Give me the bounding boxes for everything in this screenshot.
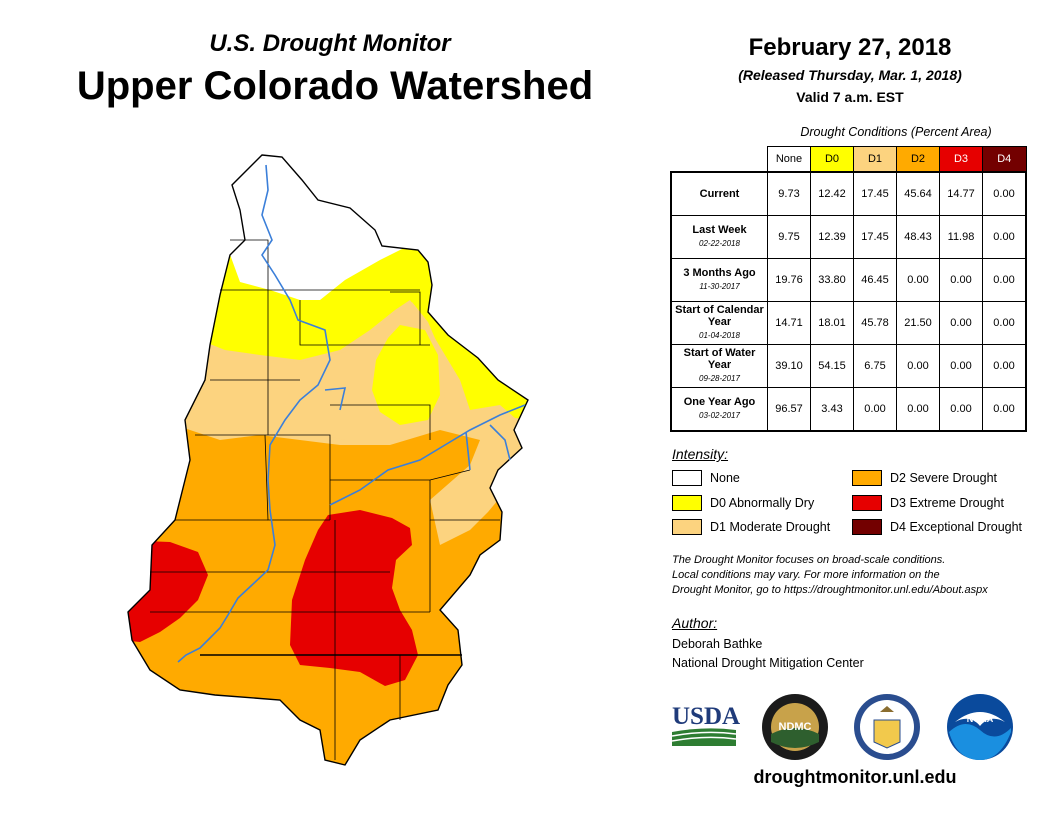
col-d0: D0 — [810, 146, 854, 173]
table-cell: 45.64 — [896, 171, 940, 216]
d0-island — [372, 325, 440, 425]
table-cell: 0.00 — [939, 258, 983, 302]
map-subtitle: U.S. Drought Monitor — [209, 30, 451, 57]
author-heading: Author: — [672, 615, 718, 631]
legend-d0: D0 Abnormally Dry — [672, 495, 814, 511]
ndmc-logo: NDMC — [762, 694, 828, 760]
table-cell: 33.80 — [810, 258, 854, 302]
table-cell: 21.50 — [896, 301, 940, 345]
table-row: Start of Calendar Year 01-04-2018 14.71 1… — [670, 301, 1027, 345]
table-cell: 96.57 — [767, 387, 811, 432]
table-cell: 0.00 — [896, 258, 940, 302]
table-cell: 9.73 — [767, 171, 811, 216]
disclaimer-note: The Drought Monitor focuses on broad-sca… — [672, 554, 988, 596]
legend-swatch — [672, 519, 702, 535]
map-date: February 27, 2018 — [748, 34, 952, 61]
col-d4: D4 — [982, 146, 1027, 173]
legend-d4: D4 Exceptional Drought — [852, 519, 1022, 535]
legend-d3: D3 Extreme Drought — [852, 495, 1004, 511]
table-cell: 19.76 — [767, 258, 811, 302]
legend-none: None — [672, 470, 740, 486]
table-cell: 0.00 — [939, 387, 983, 432]
table-cell: 45.78 — [853, 301, 897, 345]
svg-text:NOAA: NOAA — [967, 714, 994, 724]
col-d2: D2 — [896, 146, 940, 173]
legend-swatch — [852, 495, 882, 511]
drought-conditions-table: None D0 D1 D2 D3 D4 Current 9.73 12.42 1… — [670, 146, 1027, 432]
table-cell: 17.45 — [853, 171, 897, 216]
col-d3: D3 — [939, 146, 983, 173]
table-cell: 11.98 — [939, 215, 983, 259]
svg-text:USDA: USDA — [672, 703, 740, 730]
website-link[interactable]: droughtmonitor.unl.edu — [753, 767, 957, 787]
table-row: Start of Water Year 09-28-2017 39.10 54.1… — [670, 344, 1027, 388]
table-cell: 0.00 — [982, 258, 1027, 302]
table-cell: 12.42 — [810, 171, 854, 216]
river-lines — [177, 164, 526, 663]
table-cell: 3.43 — [810, 387, 854, 432]
legend-swatch — [852, 470, 882, 486]
table-cell: 0.00 — [853, 387, 897, 432]
table-row: Current 9.73 12.42 17.45 45.64 14.77 0.0… — [670, 171, 1027, 216]
table-cell: 46.45 — [853, 258, 897, 302]
release-date: (Released Thursday, Mar. 1, 2018) — [738, 67, 962, 83]
legend-swatch — [672, 495, 702, 511]
table-cell: 14.71 — [767, 301, 811, 345]
legend-swatch — [672, 470, 702, 486]
svg-text:NDMC: NDMC — [779, 721, 812, 733]
table-cell: 0.00 — [982, 301, 1027, 345]
table-row: One Year Ago 03-02-2017 96.57 3.43 0.00 0… — [670, 387, 1027, 432]
table-cell: 54.15 — [810, 344, 854, 388]
table-cell: 18.01 — [810, 301, 854, 345]
table-cell: 6.75 — [853, 344, 897, 388]
table-cell: 0.00 — [939, 301, 983, 345]
legend-heading: Intensity: — [672, 446, 729, 462]
row-label: Start of Water Year 09-28-2017 — [670, 344, 768, 388]
table-cell: 14.77 — [939, 171, 983, 216]
row-label: One Year Ago 03-02-2017 — [670, 387, 768, 432]
table-cell: 0.00 — [896, 387, 940, 432]
d3-central — [290, 510, 418, 686]
table-row: 3 Months Ago 11-30-2017 19.76 33.80 46.45… — [670, 258, 1027, 302]
row-label: 3 Months Ago 11-30-2017 — [670, 258, 768, 302]
table-cell: 39.10 — [767, 344, 811, 388]
table-cell: 17.45 — [853, 215, 897, 259]
table-caption: Drought Conditions (Percent Area) — [800, 125, 992, 139]
col-none: None — [767, 146, 811, 173]
table-cell: 12.39 — [810, 215, 854, 259]
legend-d2: D2 Severe Drought — [852, 470, 997, 486]
table-cell: 9.75 — [767, 215, 811, 259]
none-region — [128, 155, 528, 300]
valid-time: Valid 7 a.m. EST — [796, 89, 904, 105]
table-cell: 0.00 — [939, 344, 983, 388]
row-label: Current — [670, 171, 768, 216]
map-title: Upper Colorado Watershed — [76, 64, 594, 108]
noaa-logo: NOAA — [947, 694, 1013, 760]
legend-swatch — [852, 519, 882, 535]
table-cell: 48.43 — [896, 215, 940, 259]
commerce-logo — [854, 694, 920, 760]
table-cell: 0.00 — [982, 387, 1027, 432]
table-row: Last Week 02-22-2018 9.75 12.39 17.45 48.… — [670, 215, 1027, 259]
usda-logo: USDA — [671, 703, 740, 746]
row-label: Start of Calendar Year 01-04-2018 — [670, 301, 768, 345]
table-cell: 0.00 — [896, 344, 940, 388]
table-cell: 0.00 — [982, 344, 1027, 388]
author-name: Deborah Bathke — [672, 637, 763, 651]
table-cell: 0.00 — [982, 215, 1027, 259]
legend-d1: D1 Moderate Drought — [672, 519, 830, 535]
drought-map — [127, 154, 529, 766]
col-d1: D1 — [853, 146, 897, 173]
author-organization: National Drought Mitigation Center — [672, 656, 864, 670]
table-cell: 0.00 — [982, 171, 1027, 216]
row-label: Last Week 02-22-2018 — [670, 215, 768, 259]
